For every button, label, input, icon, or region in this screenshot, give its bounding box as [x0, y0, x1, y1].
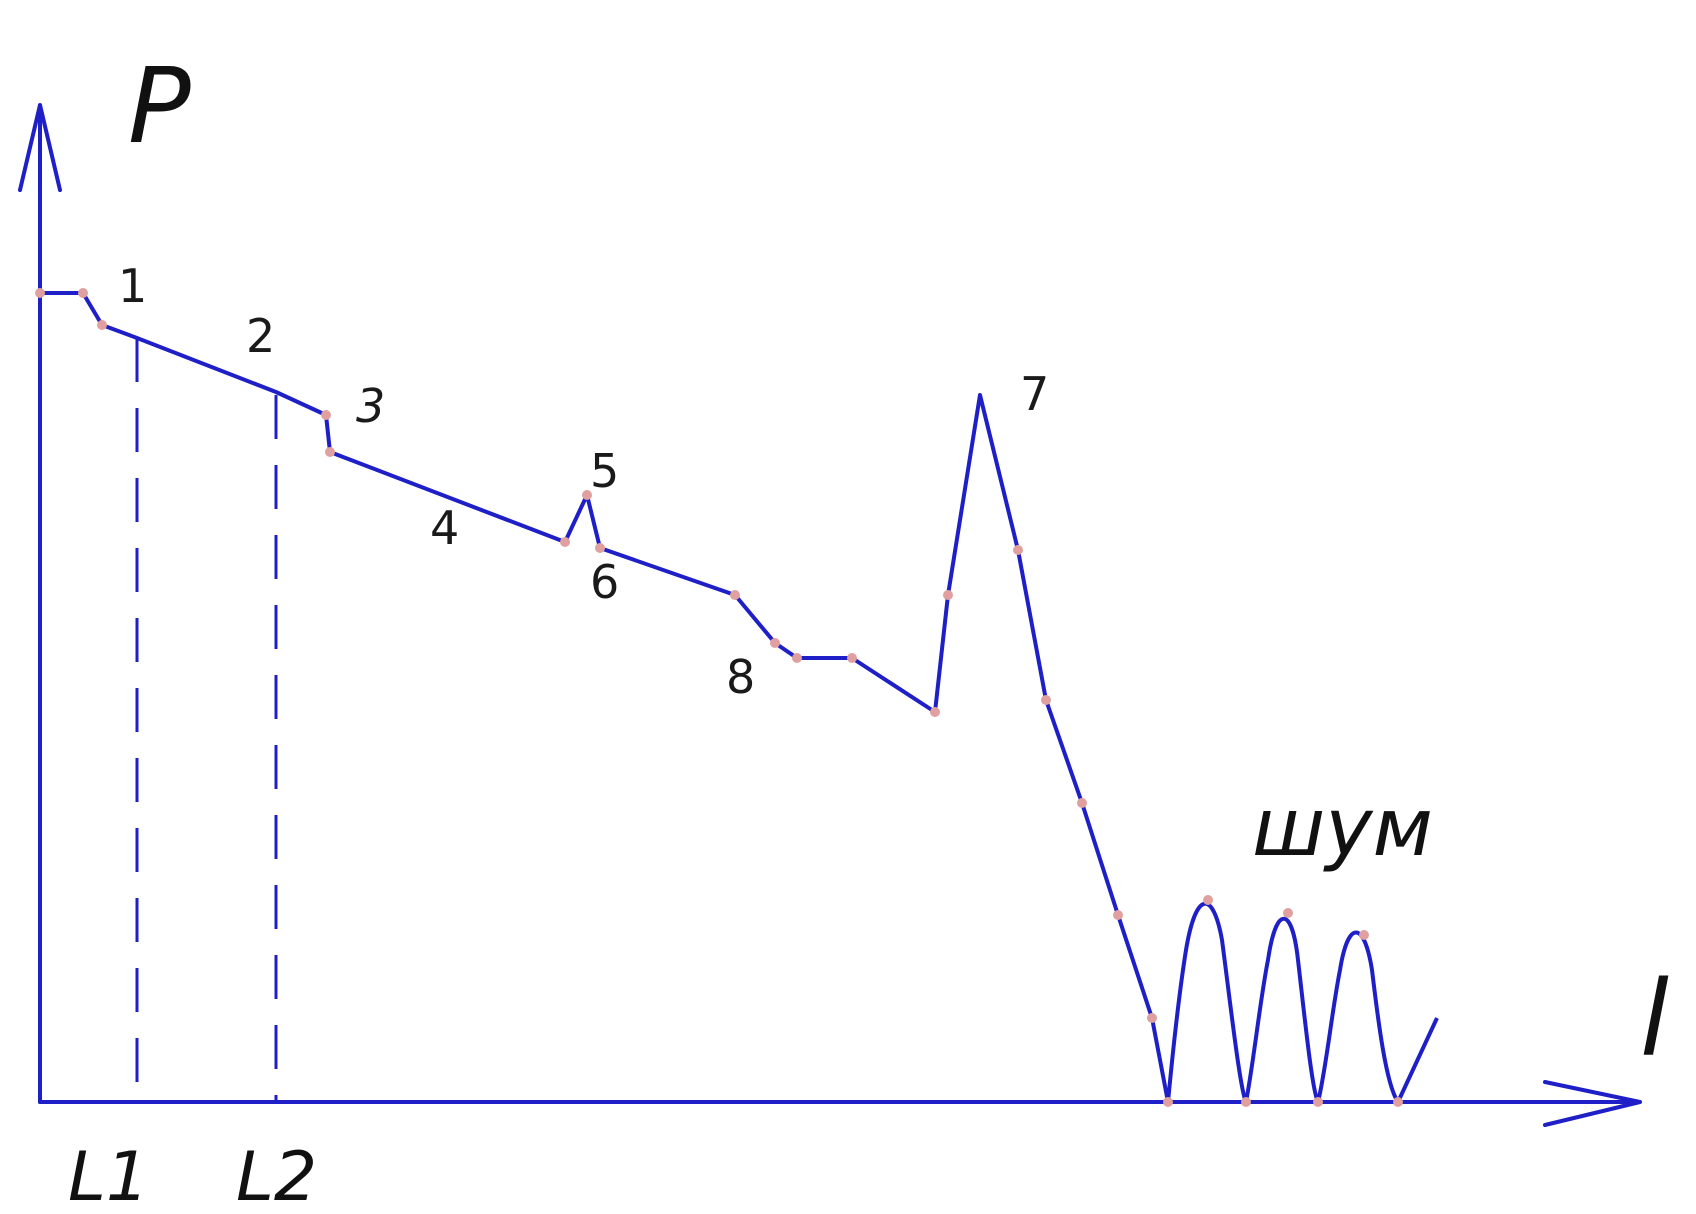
y-axis-arrow [18, 104, 62, 192]
y-axis-label: P [128, 45, 191, 167]
sample-point [1013, 545, 1023, 555]
sample-point [792, 653, 802, 663]
sample-point [1147, 1013, 1157, 1023]
x-axis-arrow [1543, 1080, 1641, 1127]
sample-point [1203, 895, 1213, 905]
sample-point [1241, 1097, 1251, 1107]
sample-point [930, 707, 940, 717]
marker-l1-label: L1 [68, 1138, 149, 1214]
point-label-3: 3 [356, 379, 385, 433]
point-label-1: 1 [118, 259, 147, 313]
distance-markers [135, 338, 278, 1100]
point-label-6: 6 [590, 555, 619, 609]
noise-label: шум [1252, 781, 1433, 874]
sample-point [770, 638, 780, 648]
sample-point [582, 490, 592, 500]
sample-point [1163, 1097, 1173, 1107]
marker-l2-label: L2 [236, 1138, 317, 1214]
sample-point [847, 653, 857, 663]
sample-point [560, 537, 570, 547]
sample-point [730, 590, 740, 600]
x-axis-label: l [1640, 958, 1669, 1080]
point-label-8: 8 [726, 650, 755, 704]
point-label-7: 7 [1020, 367, 1049, 421]
sample-point [78, 288, 88, 298]
point-label-5: 5 [590, 444, 619, 498]
sample-point [943, 590, 953, 600]
sample-point [325, 447, 335, 457]
point-label-2: 2 [246, 309, 275, 363]
sample-point [1077, 798, 1087, 808]
sample-point [1359, 930, 1369, 940]
sample-point [97, 320, 107, 330]
sample-point [595, 543, 605, 553]
sample-point [1113, 910, 1123, 920]
point-label-4: 4 [430, 501, 459, 555]
trace-line [40, 291, 1439, 1104]
sample-points [35, 288, 1403, 1107]
sample-point [1283, 908, 1293, 918]
sample-point [321, 410, 331, 420]
axes [18, 103, 1642, 1127]
sample-point [1313, 1097, 1323, 1107]
sample-point [35, 288, 45, 298]
sample-point [1041, 695, 1051, 705]
sample-point [1393, 1097, 1403, 1107]
